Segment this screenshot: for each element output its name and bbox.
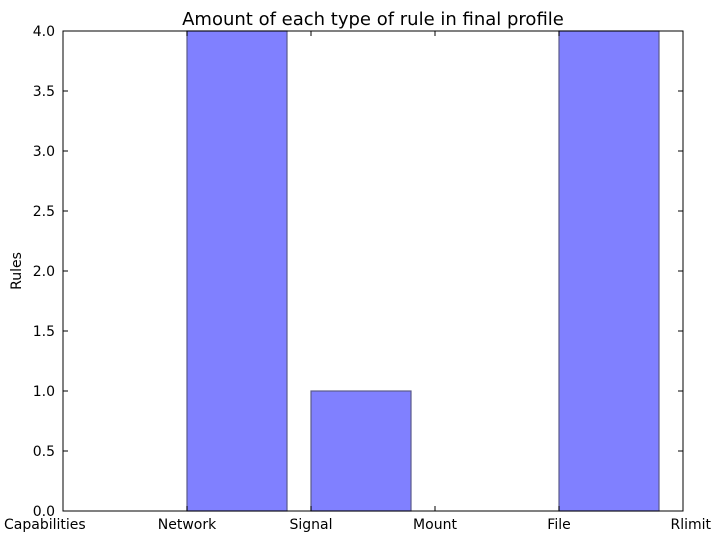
x-tick-label: Signal xyxy=(289,517,332,533)
plot-frame xyxy=(62,30,684,512)
y-tick-label: 3.0 xyxy=(33,144,55,160)
y-tick-label: 0.5 xyxy=(33,444,55,460)
bar-signal xyxy=(310,390,412,512)
bars-layer xyxy=(186,30,660,512)
y-tick-label: 0.0 xyxy=(33,504,55,520)
y-tick-label: 2.0 xyxy=(33,264,55,280)
x-tick-label: Network xyxy=(158,517,217,533)
chart-title: Amount of each type of rule in final pro… xyxy=(182,9,564,30)
x-tick-label: Capabilities xyxy=(4,517,86,533)
y-tick-label: 4.0 xyxy=(33,24,55,40)
bar-network xyxy=(186,30,288,512)
y-tick-label: 1.0 xyxy=(33,384,55,400)
ticks-layer: Capabilities Network Signal Mount File Rlimit… xyxy=(4,24,712,533)
x-tick-label: Rlimit xyxy=(670,517,711,533)
y-tick-label: 2.5 xyxy=(33,204,55,220)
y-tick-label: 3.5 xyxy=(33,84,55,100)
y-axis-label: Rules xyxy=(9,252,25,290)
bar-file xyxy=(558,30,660,512)
y-tick-label: 1.5 xyxy=(33,324,55,340)
x-tick-label: Mount xyxy=(413,517,457,533)
x-tick-label: File xyxy=(547,517,570,533)
